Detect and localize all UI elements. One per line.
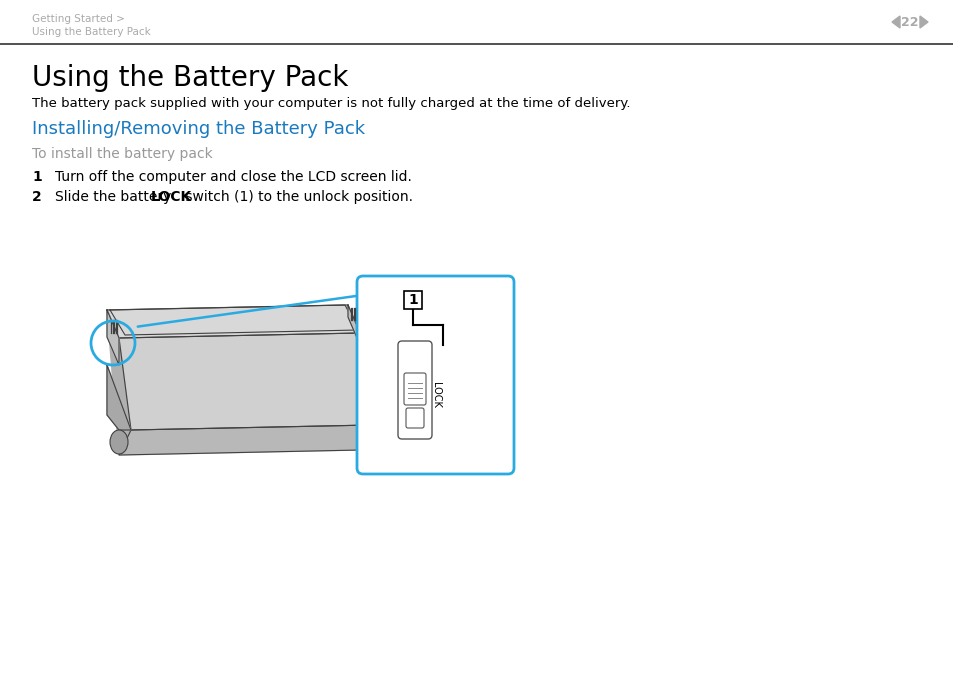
Text: 1: 1 <box>408 293 417 307</box>
Polygon shape <box>891 16 899 28</box>
Text: 1: 1 <box>32 170 42 184</box>
Polygon shape <box>107 365 131 430</box>
Text: Using the Battery Pack: Using the Battery Pack <box>32 64 348 92</box>
FancyBboxPatch shape <box>403 373 426 405</box>
Text: LOCK: LOCK <box>151 190 193 204</box>
Ellipse shape <box>363 363 380 413</box>
Text: LOCK: LOCK <box>431 382 440 408</box>
Polygon shape <box>110 305 370 420</box>
Polygon shape <box>119 425 372 455</box>
Text: Getting Started >: Getting Started > <box>32 14 125 24</box>
Polygon shape <box>919 16 927 28</box>
Text: 2: 2 <box>32 190 42 204</box>
Polygon shape <box>119 333 372 430</box>
FancyBboxPatch shape <box>406 408 423 428</box>
Text: Turn off the computer and close the LCD screen lid.: Turn off the computer and close the LCD … <box>55 170 412 184</box>
Text: To install the battery pack: To install the battery pack <box>32 147 213 161</box>
Text: Slide the battery: Slide the battery <box>55 190 175 204</box>
Text: Using the Battery Pack: Using the Battery Pack <box>32 27 151 37</box>
FancyBboxPatch shape <box>356 276 514 474</box>
FancyBboxPatch shape <box>397 341 432 439</box>
Polygon shape <box>107 305 359 338</box>
Polygon shape <box>348 305 359 345</box>
Text: switch (1) to the unlock position.: switch (1) to the unlock position. <box>181 190 413 204</box>
Text: Installing/Removing the Battery Pack: Installing/Removing the Battery Pack <box>32 120 365 138</box>
Polygon shape <box>107 310 131 455</box>
Text: The battery pack supplied with your computer is not fully charged at the time of: The battery pack supplied with your comp… <box>32 97 630 110</box>
Polygon shape <box>110 305 357 335</box>
Polygon shape <box>107 310 119 365</box>
Ellipse shape <box>110 430 128 454</box>
Text: 22: 22 <box>901 16 918 28</box>
Bar <box>403 291 421 309</box>
